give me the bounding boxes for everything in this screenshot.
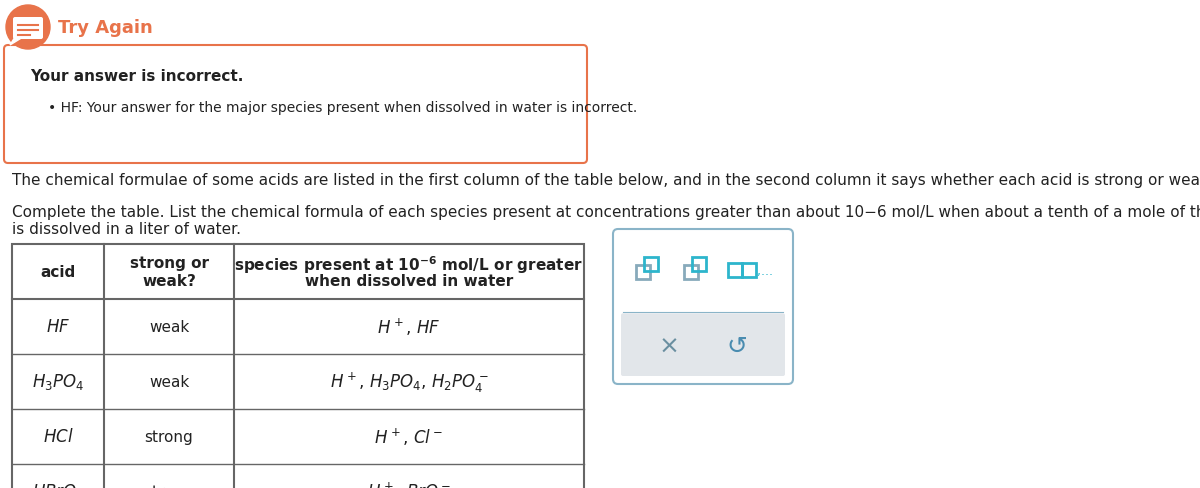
Bar bbox=[692, 258, 706, 272]
Text: ↺: ↺ bbox=[726, 334, 748, 358]
Text: strong or
weak?: strong or weak? bbox=[130, 256, 209, 288]
Text: ,...: ,... bbox=[757, 264, 773, 277]
Bar bbox=[728, 264, 742, 278]
FancyBboxPatch shape bbox=[4, 46, 587, 163]
Bar bbox=[12, 244, 584, 488]
Bar bbox=[742, 264, 756, 278]
Bar bbox=[644, 258, 658, 272]
Text: when dissolved in water: when dissolved in water bbox=[305, 273, 514, 288]
Text: $HF$: $HF$ bbox=[46, 318, 70, 336]
Text: strong: strong bbox=[145, 484, 193, 488]
Text: ×: × bbox=[659, 334, 679, 358]
Circle shape bbox=[6, 6, 50, 50]
Text: species present at $\mathbf{10^{-6}}$ mol/L or greater: species present at $\mathbf{10^{-6}}$ mo… bbox=[234, 254, 583, 276]
Bar bbox=[636, 265, 650, 280]
Text: Your answer is incorrect.: Your answer is incorrect. bbox=[30, 69, 244, 84]
Bar bbox=[684, 265, 698, 280]
Text: acid: acid bbox=[41, 264, 76, 280]
Text: • HF: Your answer for the major species present when dissolved in water is incor: • HF: Your answer for the major species … bbox=[48, 101, 637, 115]
Polygon shape bbox=[10, 38, 23, 46]
Text: $H^+$, $Cl^-$: $H^+$, $Cl^-$ bbox=[374, 426, 444, 447]
Text: The chemical formulae of some acids are listed in the first column of the table : The chemical formulae of some acids are … bbox=[12, 173, 1200, 187]
Text: $HBrO_3$: $HBrO_3$ bbox=[32, 482, 84, 488]
FancyBboxPatch shape bbox=[13, 18, 43, 40]
FancyBboxPatch shape bbox=[622, 314, 785, 376]
Text: $H^+$, $HF$: $H^+$, $HF$ bbox=[377, 316, 440, 338]
Text: $H^+$, $BrO_3^-$: $H^+$, $BrO_3^-$ bbox=[367, 479, 451, 488]
Text: $HCl$: $HCl$ bbox=[43, 427, 73, 446]
Text: strong: strong bbox=[145, 429, 193, 444]
Text: weak: weak bbox=[149, 374, 190, 389]
Text: Try Again: Try Again bbox=[58, 19, 152, 37]
Text: $H^+$, $H_3PO_4$, $H_2PO_4^-$: $H^+$, $H_3PO_4$, $H_2PO_4^-$ bbox=[330, 369, 488, 394]
Text: Complete the table. List the chemical formula of each species present at concent: Complete the table. List the chemical fo… bbox=[12, 204, 1200, 237]
FancyBboxPatch shape bbox=[613, 229, 793, 384]
Text: weak: weak bbox=[149, 319, 190, 334]
Text: $H_3PO_4$: $H_3PO_4$ bbox=[32, 372, 84, 392]
